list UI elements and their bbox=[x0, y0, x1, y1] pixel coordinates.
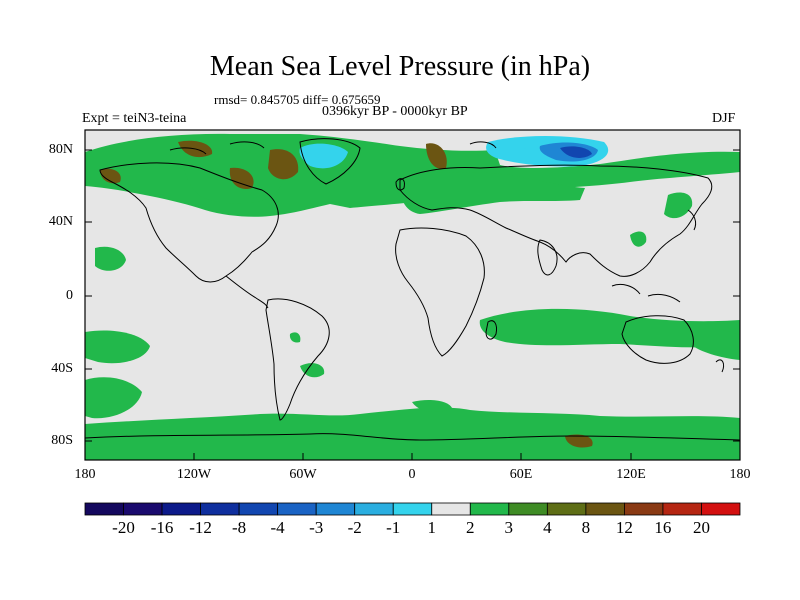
anomaly-region bbox=[100, 168, 121, 184]
lon-label: 60E bbox=[509, 467, 533, 482]
stats-text: rmsd= 0.845705 diff= 0.675659 bbox=[214, 92, 381, 107]
experiment-label: Expt = teiN3-teina bbox=[82, 111, 187, 126]
anomaly-region bbox=[399, 172, 585, 214]
colorbar-swatch bbox=[161, 502, 201, 516]
colorbar-swatch bbox=[701, 502, 741, 516]
colorbar-label: 20 bbox=[693, 518, 710, 537]
colorbar-label: -8 bbox=[232, 518, 247, 537]
colorbar-label: 3 bbox=[504, 518, 514, 537]
colorbar-swatch bbox=[84, 502, 124, 516]
lat-label: 80S bbox=[51, 433, 73, 448]
colorbar-swatch bbox=[238, 502, 279, 516]
colorbar-label: 8 bbox=[581, 518, 591, 537]
anomaly-region bbox=[690, 328, 740, 360]
colorbar-label: -20 bbox=[112, 518, 135, 537]
colorbar bbox=[84, 502, 741, 516]
colorbar-label: 16 bbox=[654, 518, 672, 537]
coastlines bbox=[84, 138, 741, 441]
colorbar-label: 12 bbox=[615, 518, 633, 537]
map-panel bbox=[84, 129, 741, 461]
colorbar-swatch bbox=[624, 502, 664, 516]
colorbar-swatch bbox=[508, 502, 548, 516]
anomaly-region bbox=[299, 143, 348, 169]
anomaly-region bbox=[412, 400, 452, 412]
colorbar-swatch bbox=[392, 502, 433, 516]
colorbar-label: -4 bbox=[270, 518, 285, 537]
colorbar-label: 4 bbox=[543, 518, 552, 537]
colorbar-swatch bbox=[469, 502, 510, 516]
colorbar-label: -2 bbox=[347, 518, 362, 537]
anomaly-region bbox=[95, 246, 126, 271]
colorbar-label: 1 bbox=[427, 518, 437, 537]
anomaly-region bbox=[565, 434, 593, 448]
colorbar-label: -12 bbox=[189, 518, 212, 537]
season-label: DJF bbox=[712, 111, 736, 126]
anomaly-region bbox=[664, 192, 693, 219]
lon-label: 60W bbox=[289, 467, 317, 482]
anomaly-region bbox=[560, 146, 592, 158]
anomaly-region bbox=[229, 167, 254, 190]
colorbar-swatch bbox=[585, 502, 625, 516]
anomaly-region bbox=[85, 377, 142, 419]
anomaly-region bbox=[426, 143, 447, 169]
anomaly-region bbox=[630, 231, 647, 247]
anomaly-region bbox=[85, 330, 150, 364]
colorbar-swatch bbox=[200, 502, 240, 516]
lon-label: 120W bbox=[176, 467, 212, 482]
axis-ticks bbox=[85, 149, 740, 460]
lon-label: 120E bbox=[616, 467, 646, 482]
colorbar-swatch bbox=[354, 502, 394, 516]
lon-label: 180 bbox=[74, 467, 96, 482]
colorbar-label: -16 bbox=[150, 518, 174, 537]
colorbar-swatch bbox=[123, 502, 163, 516]
colorbar-swatch bbox=[277, 502, 317, 516]
lat-label: 40S bbox=[51, 361, 73, 376]
colorbar-swatch bbox=[662, 502, 702, 516]
lon-label: 180 bbox=[729, 467, 751, 482]
chart-title: Mean Sea Level Pressure (in hPa) bbox=[209, 51, 591, 82]
lat-label: 80N bbox=[48, 142, 73, 157]
anomaly-region bbox=[479, 308, 740, 348]
anomaly-region bbox=[520, 148, 537, 157]
lat-label: 40N bbox=[48, 214, 73, 229]
anomaly-region bbox=[85, 407, 740, 460]
colorbar-label: -3 bbox=[309, 518, 324, 537]
colorbar-swatch bbox=[315, 502, 356, 516]
lat-label: 0 bbox=[66, 288, 73, 303]
colorbar-label: -1 bbox=[386, 518, 401, 537]
anomaly-region bbox=[268, 149, 299, 180]
colorbar-swatch bbox=[546, 502, 587, 516]
anomaly-region bbox=[289, 332, 301, 343]
lon-label: 0 bbox=[408, 467, 416, 482]
period-text: 0396kyr BP - 0000kyr BP bbox=[322, 104, 468, 119]
colorbar-swatch bbox=[431, 502, 471, 516]
anomaly-region bbox=[300, 363, 325, 378]
colorbar-label: 2 bbox=[466, 518, 475, 537]
